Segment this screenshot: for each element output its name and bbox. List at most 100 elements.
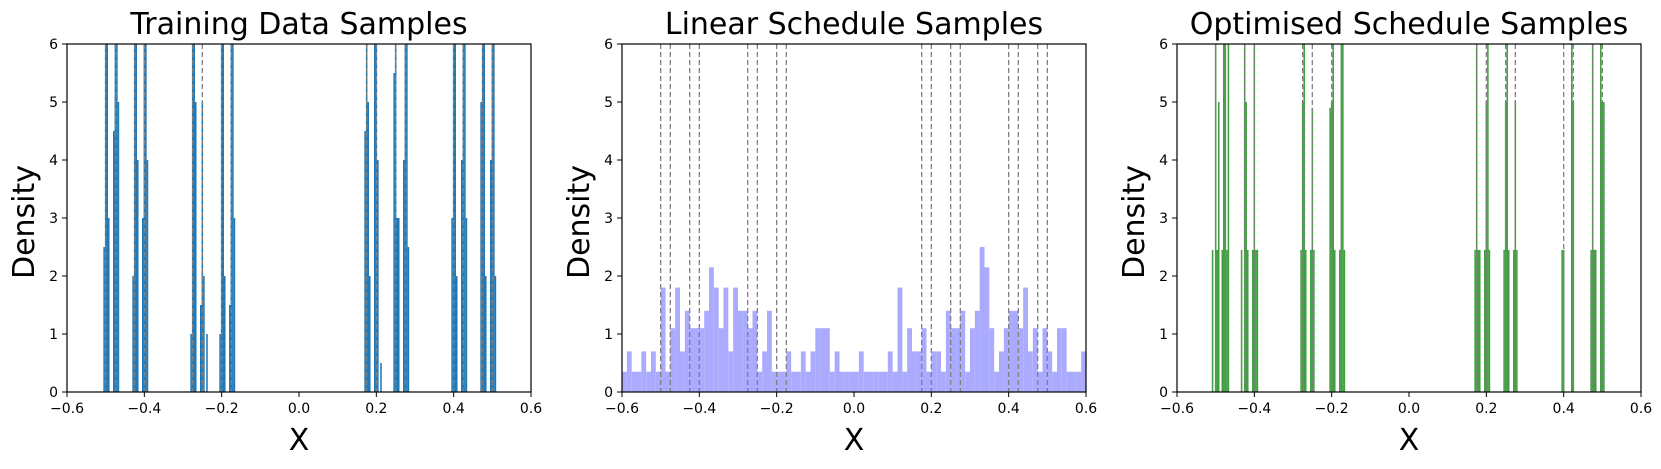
histogram-bar xyxy=(936,351,941,392)
histogram-bar xyxy=(684,310,690,392)
x-tick-label: 0.0 xyxy=(1398,401,1420,417)
histogram-bar xyxy=(907,328,912,392)
plot-area: −0.6 −0.4 −0.2 0.0 0.2 0.4 0.6 0 1 2 3 4 5 6 xyxy=(1159,37,1652,417)
histogram-bar xyxy=(723,287,729,392)
y-tick-label: 1 xyxy=(49,327,58,343)
histogram-bar xyxy=(912,351,917,392)
histogram-bar xyxy=(452,44,455,392)
histogram-bar xyxy=(887,351,893,392)
histogram-bar xyxy=(135,44,137,392)
histogram-bar xyxy=(1513,249,1515,392)
y-tick-label: 4 xyxy=(49,153,58,169)
histogram-bar xyxy=(406,44,408,392)
histogram-bar xyxy=(1484,249,1486,392)
panel-linear-schedule: Linear Schedule Samples −0.6 −0.4 −0.2 0.0 0… xyxy=(562,7,1097,458)
histogram-bar xyxy=(718,328,724,392)
histogram-bar xyxy=(367,102,369,392)
x-tick-label: 0.0 xyxy=(843,401,865,417)
histogram-bar xyxy=(1246,249,1249,392)
histogram-bar xyxy=(1211,249,1214,392)
histogram-bar xyxy=(675,287,680,392)
histogram-bar xyxy=(117,102,120,392)
histogram-bar xyxy=(143,44,146,392)
histogram-bar xyxy=(1304,249,1307,392)
x-ticks: −0.6 −0.4 −0.2 0.0 0.2 0.4 0.6 xyxy=(50,392,542,417)
histogram-bar xyxy=(133,44,136,392)
histogram-bar xyxy=(945,310,951,392)
panel-training-data: Training Data Samples −0.6 −0.4 −0.2 0.0 0.2… xyxy=(7,7,542,458)
histogram-bar xyxy=(1013,310,1019,392)
histogram-bar xyxy=(680,351,685,392)
histogram-bar xyxy=(396,218,398,392)
histogram-bar xyxy=(1503,249,1505,392)
y-tick-label: 2 xyxy=(49,269,58,285)
histogram-bar xyxy=(902,371,908,392)
histogram-bar xyxy=(699,328,705,392)
histogram-bar xyxy=(1590,249,1592,392)
histogram-bar xyxy=(742,310,748,392)
histogram-bar xyxy=(146,160,149,392)
y-tick-label: 4 xyxy=(604,153,613,169)
histogram-bar xyxy=(713,287,719,392)
histogram-bar xyxy=(191,44,194,392)
histogram-bar xyxy=(916,351,922,392)
histogram-bar xyxy=(1474,249,1476,392)
histogram-bar xyxy=(1052,371,1057,392)
histogram-bar xyxy=(1047,351,1053,392)
histogram-bar xyxy=(407,247,410,392)
histogram-bar xyxy=(203,276,205,392)
histogram-bar xyxy=(230,44,233,392)
histogram-bar xyxy=(646,371,651,392)
x-tick-label: 0.4 xyxy=(443,401,465,417)
histogram-bar xyxy=(757,371,763,392)
histogram-bar xyxy=(863,371,869,392)
x-tick-label: 0.4 xyxy=(998,401,1020,417)
histogram-bar xyxy=(219,334,221,392)
y-tick-label: 5 xyxy=(49,95,58,111)
histogram-bar xyxy=(107,218,110,392)
histogram-bar xyxy=(464,44,466,392)
histogram-bar xyxy=(193,44,195,392)
x-tick-label: −0.2 xyxy=(205,401,239,417)
x-axis-label: X xyxy=(844,423,865,458)
histogram-bar xyxy=(142,218,144,392)
histogram-bar xyxy=(839,371,845,392)
histogram-bar xyxy=(728,351,734,392)
reference-lines xyxy=(105,44,493,392)
histogram-bar xyxy=(1603,102,1605,392)
histogram-bar xyxy=(1224,44,1227,392)
histogram-bar xyxy=(1340,44,1343,392)
histogram-bar xyxy=(694,328,700,392)
histogram-bar xyxy=(921,328,927,392)
y-tick-label: 5 xyxy=(604,95,613,111)
histogram-bar xyxy=(114,44,117,392)
histogram-bar xyxy=(200,305,202,392)
histogram-bar xyxy=(494,276,497,392)
histogram-bar xyxy=(805,371,811,392)
histogram-bar xyxy=(374,44,376,392)
histogram-bar xyxy=(762,351,767,392)
histogram-bar xyxy=(786,351,792,392)
panel-title: Optimised Schedule Samples xyxy=(1190,7,1629,42)
histogram-bar xyxy=(1600,44,1602,392)
histogram-bar xyxy=(1245,102,1247,392)
x-tick-label: −0.4 xyxy=(1237,401,1271,417)
histogram-bar xyxy=(1240,249,1243,392)
x-tick-label: −0.2 xyxy=(1315,401,1349,417)
x-tick-label: −0.2 xyxy=(760,401,794,417)
histogram-bar xyxy=(631,371,637,392)
x-axis-label: X xyxy=(289,423,310,458)
histogram-bar xyxy=(1593,249,1595,392)
x-ticks: −0.6 −0.4 −0.2 0.0 0.2 0.4 0.6 xyxy=(1160,392,1652,417)
histogram-bar xyxy=(868,371,874,392)
histogram-bar xyxy=(206,334,208,392)
histogram-bar xyxy=(941,371,946,392)
histogram-bar xyxy=(892,371,898,392)
histogram-bar xyxy=(403,160,405,392)
histogram-bar xyxy=(709,267,714,392)
histogram-bar xyxy=(465,218,468,392)
histogram-bar xyxy=(897,287,903,392)
histogram-bar xyxy=(883,371,888,392)
histogram-bar xyxy=(636,371,642,392)
